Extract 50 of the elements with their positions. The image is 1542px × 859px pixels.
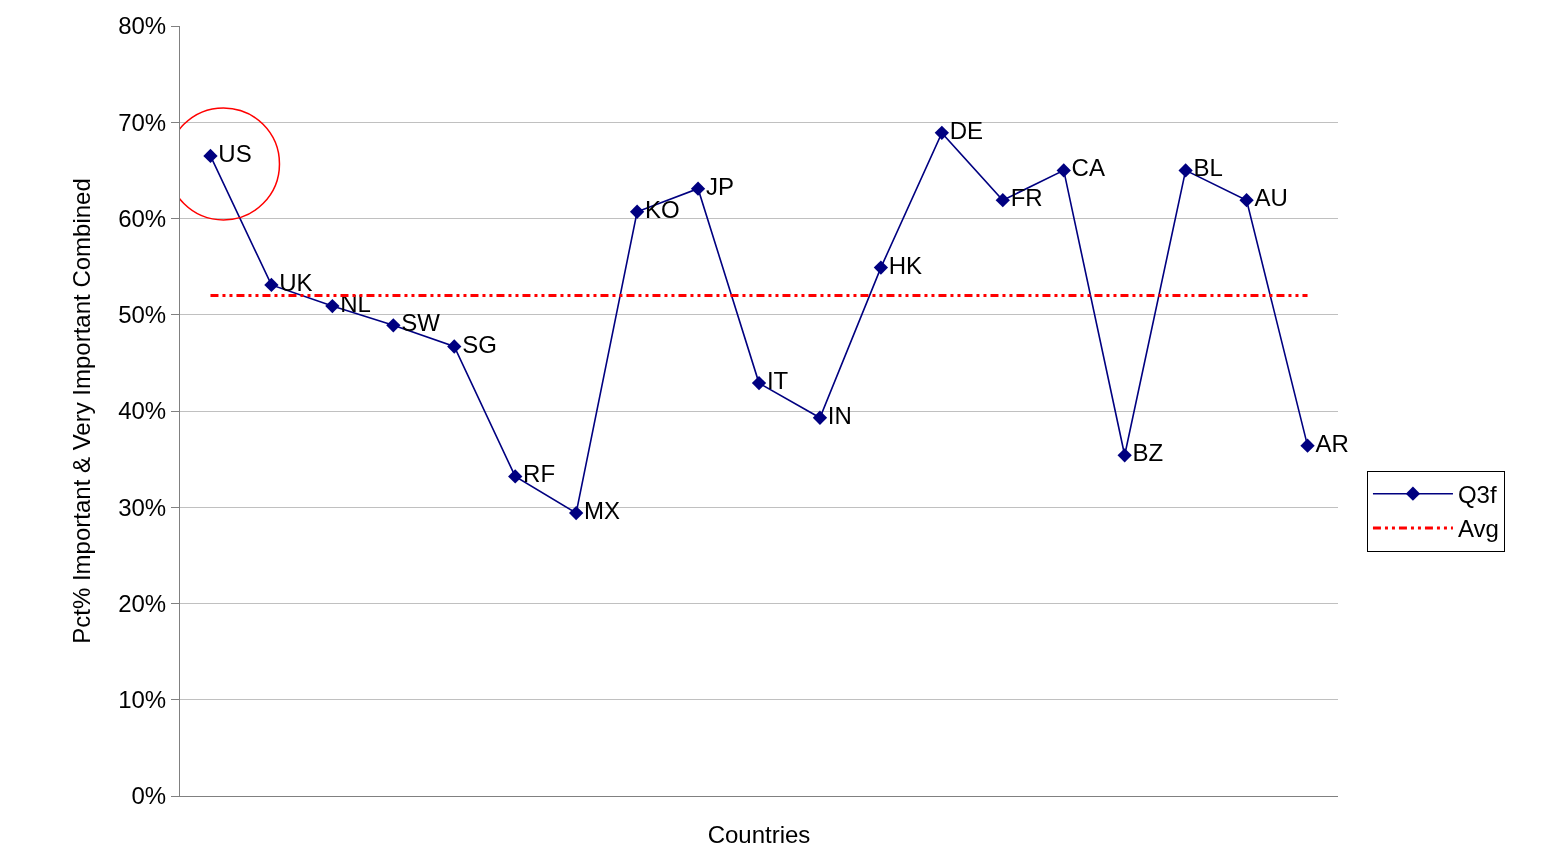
point (264, 277, 279, 293)
y-tick-label: 40% (118, 397, 167, 425)
legend-label: Avg (1457, 515, 1499, 543)
x-tick-label: AR (1315, 429, 1349, 457)
x-tick-label: IN (827, 401, 852, 429)
x-tick-label: BL (1193, 154, 1223, 182)
y-tick-label: 50% (118, 301, 167, 329)
point (934, 125, 949, 140)
y-tick-label: 30% (118, 493, 167, 521)
y-tick-label: 20% (118, 589, 167, 617)
x-tick-label: SW (401, 309, 441, 337)
point (1239, 193, 1254, 208)
x-tick-label: HK (888, 251, 923, 279)
y-tick-label: 60% (118, 204, 167, 232)
point (1056, 163, 1071, 178)
point (751, 375, 767, 391)
x-tick-label: JP (705, 172, 734, 200)
x-tick-label: RF (523, 460, 556, 488)
x-tick-label: DE (949, 116, 984, 144)
x-tick-label: FR (1010, 184, 1043, 212)
x-tick-label: MX (584, 497, 621, 525)
point (569, 505, 584, 521)
point (629, 204, 645, 219)
x-tick-label: AU (1254, 184, 1288, 212)
y-tick-label: 0% (131, 782, 167, 810)
point (995, 193, 1010, 208)
point (203, 148, 218, 164)
x-axis-title: Countries (707, 821, 811, 849)
y-tick-label: 10% (118, 686, 167, 714)
point (1117, 448, 1132, 463)
point (386, 318, 401, 333)
point (447, 339, 462, 354)
x-tick-label: KO (644, 195, 680, 223)
point (690, 181, 706, 196)
y-tick-label: 70% (118, 108, 167, 136)
point (325, 298, 340, 314)
y-tick-label: 80% (118, 12, 167, 40)
point (812, 410, 828, 425)
point (1300, 438, 1315, 453)
x-tick-label: UK (279, 268, 313, 296)
x-tick-label: SG (462, 330, 497, 358)
x-tick-label: CA (1071, 154, 1105, 182)
x-tick-label: US (218, 139, 252, 167)
x-tick-label: IT (766, 367, 789, 395)
point (873, 260, 889, 275)
point (1178, 163, 1193, 178)
point (508, 469, 523, 484)
legend-label: Q3f (1457, 481, 1497, 509)
x-tick-label: BZ (1132, 439, 1164, 467)
y-axis-title: Pct% Important & Very Important Combined (68, 178, 96, 644)
